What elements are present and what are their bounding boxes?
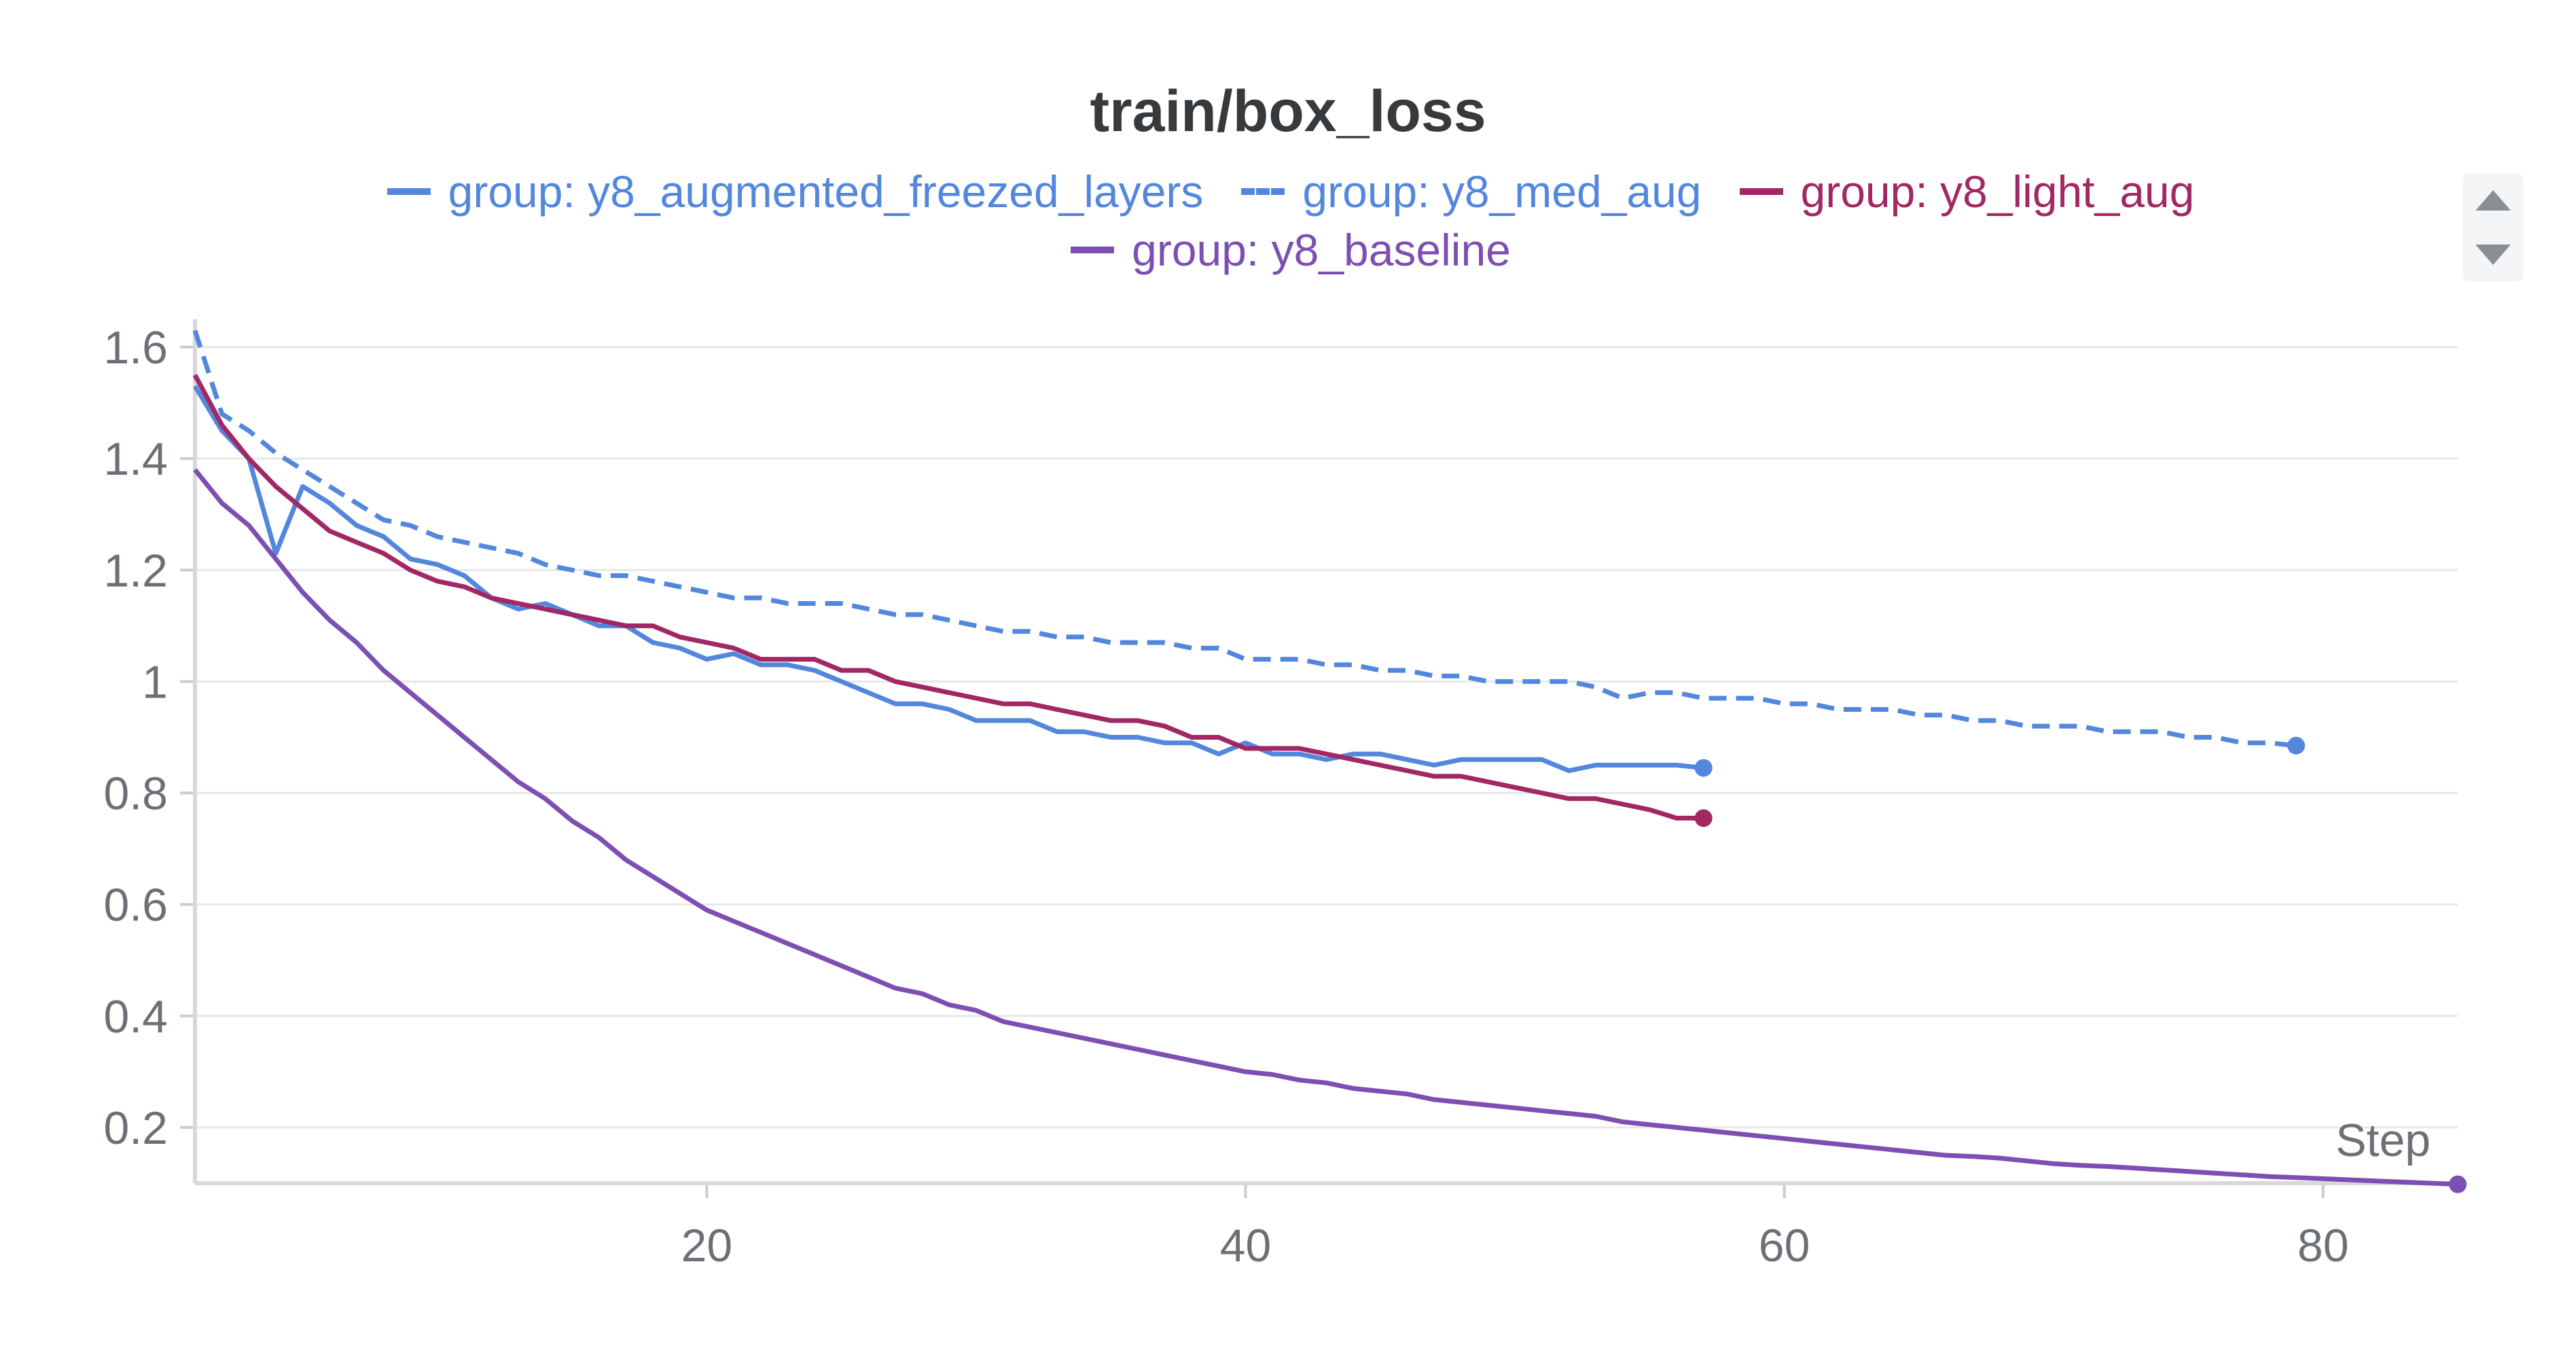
- legend-scroll-up-button[interactable]: [2463, 173, 2524, 228]
- series-line-2[interactable]: [192, 329, 2297, 748]
- y-tick-label: 0.8: [103, 768, 168, 820]
- legend-item-4[interactable]: group: y8_baseline: [1071, 226, 1511, 274]
- y-tick-label: 0.4: [103, 991, 168, 1043]
- x-tick-label: 40: [1220, 1220, 1272, 1271]
- series-end-marker-2[interactable]: [2287, 736, 2306, 755]
- axis-layer: 0.2 0.4 0.6 0.8 1 1.2 1.4 1.6 20 40 60 80: [103, 319, 2458, 1271]
- grid-layer: [195, 346, 2458, 1129]
- x-axis-label: Step: [2336, 1115, 2431, 1166]
- legend-scroll-down-button[interactable]: [2463, 228, 2524, 282]
- triangle-up-icon: [2475, 190, 2511, 211]
- chart-title: train/box_loss: [1090, 79, 1486, 144]
- legend-swatch: [1071, 247, 1115, 253]
- legend: group: y8_augmented_freezed_layers group:…: [204, 167, 2378, 274]
- legend-item-1[interactable]: group: y8_augmented_freezed_layers: [387, 166, 1204, 217]
- y-tick-label: 1: [142, 656, 168, 708]
- legend-item-3[interactable]: group: y8_light_aug: [1739, 166, 2195, 217]
- y-tick-label: 0.2: [103, 1102, 168, 1154]
- legend-scroll-control: [2463, 173, 2524, 282]
- series-end-marker-3[interactable]: [1694, 809, 1713, 827]
- series-end-marker-1[interactable]: [1694, 759, 1713, 777]
- series-line-4[interactable]: [193, 468, 2458, 1187]
- legend-label: group: y8_baseline: [1132, 225, 1511, 275]
- y-tick-label: 1.6: [103, 322, 168, 374]
- y-tick-label: 0.6: [103, 880, 168, 931]
- x-tick-label: 80: [2297, 1220, 2349, 1271]
- legend-swatch: [387, 188, 431, 195]
- series-line-1[interactable]: [193, 384, 1704, 774]
- series-line-3[interactable]: [192, 374, 1704, 820]
- x-tick-label: 20: [681, 1220, 733, 1271]
- legend-label: group: y8_med_aug: [1302, 166, 1702, 217]
- y-tick-label: 1.4: [103, 433, 168, 485]
- legend-swatch: [1241, 188, 1285, 195]
- legend-label: group: y8_augmented_freezed_layers: [448, 166, 1204, 217]
- series-layer: [192, 329, 2467, 1193]
- legend-swatch: [1739, 188, 1783, 195]
- legend-label: group: y8_light_aug: [1800, 166, 2195, 217]
- legend-item-2[interactable]: group: y8_med_aug: [1241, 166, 1702, 217]
- series-end-marker-4[interactable]: [2449, 1175, 2467, 1193]
- x-tick-label: 60: [1759, 1220, 1810, 1271]
- y-tick-label: 1.2: [103, 545, 168, 596]
- triangle-down-icon: [2475, 245, 2511, 265]
